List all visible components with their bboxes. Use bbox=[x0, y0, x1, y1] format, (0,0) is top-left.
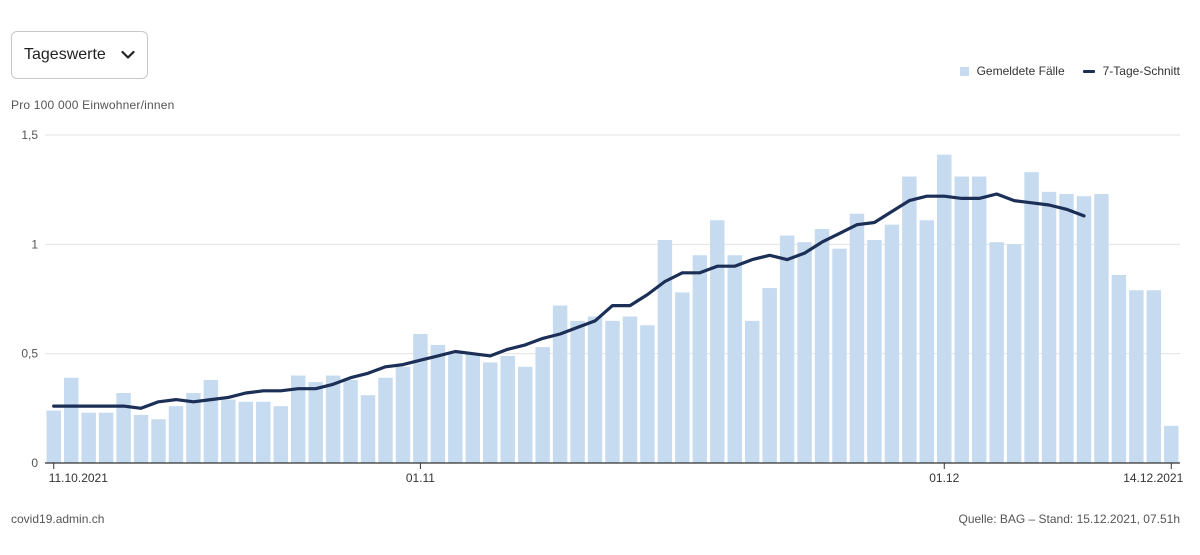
bar bbox=[168, 406, 184, 463]
bar bbox=[430, 344, 446, 463]
bar bbox=[867, 239, 882, 463]
bar bbox=[884, 224, 900, 463]
bar bbox=[814, 229, 830, 463]
bar bbox=[221, 399, 236, 463]
bar bbox=[500, 355, 515, 463]
bar bbox=[552, 305, 568, 463]
bar bbox=[308, 382, 323, 463]
bar bbox=[762, 288, 777, 463]
bar bbox=[902, 176, 917, 463]
y-tick-label: 0 bbox=[31, 456, 38, 470]
legend-item-line[interactable]: 7-Tage-Schnitt bbox=[1082, 64, 1180, 78]
bar bbox=[186, 393, 201, 463]
x-tick-label: 11.10.2021 bbox=[49, 471, 108, 485]
x-tick-label: 01.12 bbox=[929, 471, 959, 485]
y-tick-label: 1 bbox=[31, 237, 38, 251]
bar bbox=[937, 154, 952, 463]
bar bbox=[1111, 274, 1127, 463]
legend-item-bars[interactable]: Gemeldete Fälle bbox=[959, 64, 1065, 78]
bar bbox=[919, 220, 935, 463]
bar bbox=[1006, 244, 1022, 463]
bar bbox=[954, 176, 969, 463]
legend-bar-swatch bbox=[959, 66, 969, 76]
bar bbox=[832, 248, 847, 463]
bar bbox=[395, 366, 411, 463]
source-note: Quelle: BAG – Stand: 15.12.2021, 07.51h bbox=[958, 512, 1181, 526]
view-mode-label: Tageswerte bbox=[24, 46, 106, 63]
bar bbox=[1076, 196, 1092, 463]
y-axis-unit-label: Pro 100 000 Einwohner/innen bbox=[11, 98, 175, 112]
bar bbox=[779, 235, 795, 463]
bar bbox=[116, 393, 131, 463]
y-tick-label: 1,5 bbox=[21, 128, 38, 142]
bar bbox=[238, 401, 254, 463]
bar bbox=[273, 406, 288, 463]
bar bbox=[1059, 194, 1074, 464]
y-tick-label: 0,5 bbox=[21, 347, 38, 361]
bar bbox=[465, 353, 481, 463]
legend-line-label: 7-Tage-Schnitt bbox=[1102, 64, 1180, 78]
bar bbox=[98, 412, 114, 463]
bar bbox=[413, 333, 428, 463]
bar bbox=[989, 242, 1004, 463]
bar bbox=[971, 176, 987, 463]
bar bbox=[203, 379, 219, 463]
bar bbox=[325, 375, 341, 463]
bar bbox=[1024, 172, 1039, 463]
x-tick-label: 14.12.2021 bbox=[1123, 471, 1183, 485]
bar bbox=[622, 316, 638, 463]
source-site: covid19.admin.ch bbox=[11, 512, 105, 526]
bar bbox=[133, 414, 149, 463]
bar bbox=[1164, 425, 1179, 463]
bar bbox=[605, 320, 620, 463]
bar bbox=[675, 292, 690, 463]
seven-day-average-line bbox=[52, 192, 1086, 410]
bar bbox=[535, 347, 550, 463]
bar bbox=[483, 362, 498, 463]
bar bbox=[744, 320, 760, 463]
chevron-down-icon bbox=[121, 48, 135, 62]
bar bbox=[1094, 194, 1109, 464]
legend-line-swatch bbox=[1082, 69, 1095, 73]
bar bbox=[343, 379, 358, 463]
bar bbox=[587, 316, 603, 463]
bar bbox=[657, 239, 673, 463]
legend-bars-label: Gemeldete Fälle bbox=[976, 64, 1065, 78]
bar bbox=[849, 213, 865, 463]
bar bbox=[570, 320, 585, 463]
bar bbox=[448, 353, 463, 463]
bar bbox=[517, 366, 533, 463]
bar bbox=[378, 377, 393, 463]
bar bbox=[692, 255, 708, 463]
x-tick-label: 01.11 bbox=[406, 471, 435, 485]
bar bbox=[256, 401, 271, 463]
bar bbox=[1129, 290, 1144, 463]
bar bbox=[727, 255, 742, 463]
bar bbox=[151, 419, 166, 463]
bar bbox=[640, 325, 655, 463]
bar bbox=[1041, 191, 1057, 463]
bar bbox=[46, 410, 61, 463]
bar bbox=[81, 412, 96, 463]
bar bbox=[797, 242, 812, 463]
chart-legend: Gemeldete Fälle 7-Tage-Schnitt bbox=[959, 64, 1180, 78]
bar bbox=[63, 377, 79, 463]
bar bbox=[1146, 290, 1162, 463]
bar bbox=[360, 395, 376, 463]
bar bbox=[290, 375, 306, 463]
bar bbox=[710, 220, 725, 463]
view-mode-dropdown[interactable]: Tageswerte bbox=[11, 31, 148, 79]
